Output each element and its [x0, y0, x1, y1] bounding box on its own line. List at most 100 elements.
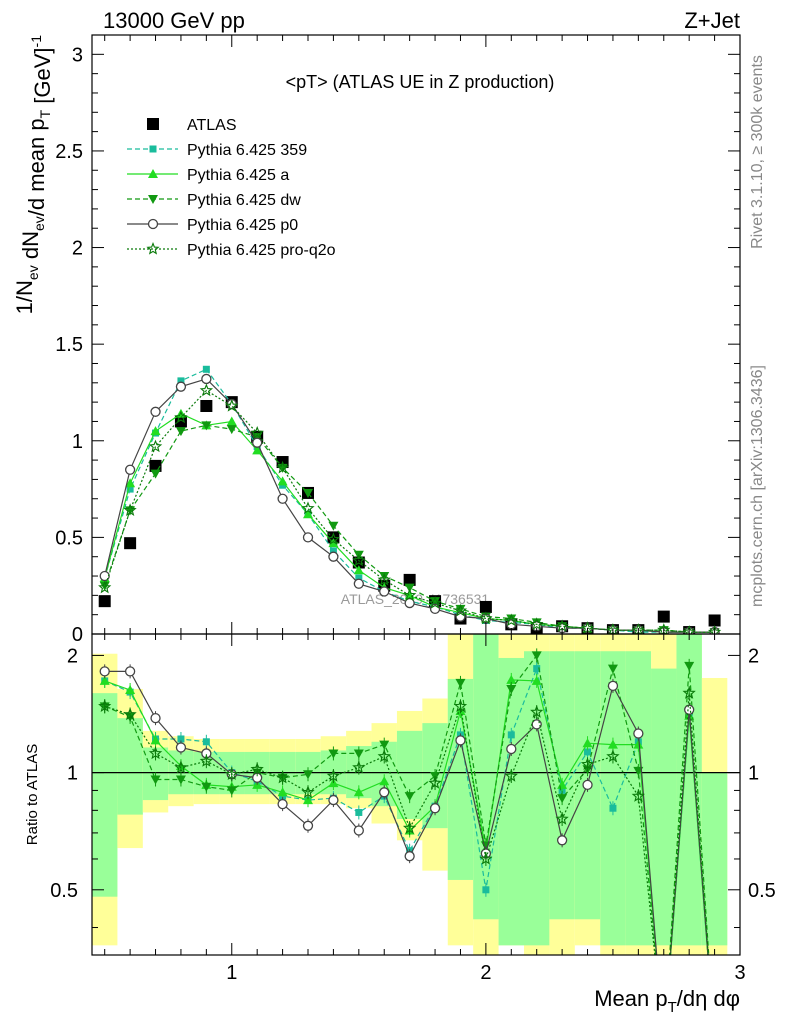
y-tick-label: 0.5	[55, 527, 83, 549]
data-point	[607, 739, 618, 749]
data-point	[453, 603, 468, 617]
x-tick-label: 1	[226, 962, 237, 984]
data-point	[226, 416, 237, 426]
data-point	[148, 169, 158, 178]
data-point	[379, 586, 390, 597]
data-point	[607, 664, 618, 674]
data-point	[98, 595, 111, 608]
data-point	[455, 678, 466, 688]
data-point	[252, 445, 263, 455]
band-inner	[396, 730, 423, 820]
data-point	[504, 613, 518, 627]
data-point	[455, 604, 466, 614]
band-inner	[651, 668, 677, 946]
data-point	[506, 614, 517, 624]
y-label-sub: ev	[31, 216, 47, 231]
data-point	[175, 427, 186, 437]
data-point	[226, 425, 237, 435]
legend-item: ATLAS	[147, 117, 237, 134]
rivet-version-label: Rivet 3.1.10, ≥ 300k events	[749, 55, 766, 249]
data-point	[533, 665, 541, 673]
y-axis-label: 1/Nev dNev/d mean pT [GeV]-1	[12, 35, 55, 315]
legend-item: Pythia 6.425 pro-q2o	[127, 241, 336, 259]
data-point	[531, 675, 542, 685]
x-axis-label: Mean pT/dη dφ	[594, 986, 740, 1016]
x-label-part: /dη dφ	[677, 986, 740, 1011]
data-point	[303, 488, 313, 498]
data-point	[531, 651, 542, 661]
legend-item: Pythia 6.425 359	[127, 142, 307, 159]
legend: ATLAS Pythia 6.425 359 Pythia 6.425 a Pythi…	[127, 117, 336, 259]
x-tick-label: 2	[480, 962, 491, 984]
data-point	[177, 735, 185, 743]
data-point	[250, 425, 264, 439]
data-point	[98, 699, 112, 713]
ratio-y-tick-label: 2	[67, 645, 78, 667]
data-point	[250, 762, 264, 775]
data-point	[301, 785, 315, 799]
data-point	[124, 464, 136, 475]
data-point	[202, 738, 210, 746]
x-label-subscript: T	[668, 999, 677, 1016]
uncertainty-bands	[92, 634, 728, 955]
data-point	[479, 852, 493, 865]
data-point	[353, 565, 364, 575]
data-point	[379, 740, 390, 750]
ratio-y-tick-label-right: 1	[748, 763, 759, 785]
data-point	[708, 614, 721, 627]
data-point	[556, 835, 568, 846]
data-point	[479, 611, 493, 625]
data-point	[353, 578, 364, 589]
data-point	[507, 731, 515, 739]
band-inner	[600, 651, 626, 946]
band-inner	[92, 693, 118, 897]
ratio-plot-layer	[92, 634, 740, 955]
y-tick-label: 2.5	[55, 141, 83, 163]
data-point	[557, 794, 568, 804]
data-point	[148, 439, 163, 453]
y-tick-label: 2	[72, 238, 83, 260]
data-point	[276, 460, 290, 474]
legend-item: Pythia 6.425 p0	[127, 217, 298, 234]
y-label-part: [GeV]	[30, 47, 55, 109]
data-point	[302, 820, 314, 831]
x-tick-label: 3	[734, 962, 745, 984]
data-point	[506, 743, 517, 755]
analysis-watermark: ATLAS_2019_I1736531	[341, 591, 490, 607]
data-point	[404, 597, 415, 609]
data-point	[633, 739, 644, 749]
data-point	[682, 625, 696, 634]
legend-label: Pythia 6.425 a	[187, 167, 289, 184]
data-point	[98, 580, 112, 594]
data-point	[175, 775, 186, 785]
data-point	[99, 675, 110, 685]
data-point	[506, 674, 517, 684]
data-point	[277, 476, 288, 486]
data-point	[379, 776, 390, 786]
data-point	[147, 218, 159, 230]
data-point	[126, 485, 134, 493]
data-point	[201, 421, 212, 431]
data-point	[175, 381, 187, 392]
data-point	[225, 398, 239, 412]
legend-label: Pythia 6.425 dw	[187, 192, 301, 209]
legend-label: Pythia 6.425 p0	[187, 217, 298, 234]
data-point	[403, 573, 416, 586]
data-point	[684, 704, 695, 715]
data-point	[150, 469, 161, 479]
data-point	[328, 521, 339, 531]
data-point	[226, 786, 237, 796]
y-tick-label: 1.5	[55, 334, 83, 356]
data-point	[303, 795, 313, 805]
data-point	[353, 787, 364, 797]
data-point	[479, 600, 492, 613]
data-point	[530, 705, 544, 718]
data-point	[428, 776, 442, 789]
data-point	[199, 754, 214, 767]
data-point	[455, 735, 466, 746]
data-point	[277, 493, 288, 504]
data-point	[379, 787, 390, 798]
data-point	[684, 661, 695, 671]
data-point	[150, 406, 161, 417]
y-label-part: 1/N	[12, 280, 37, 314]
